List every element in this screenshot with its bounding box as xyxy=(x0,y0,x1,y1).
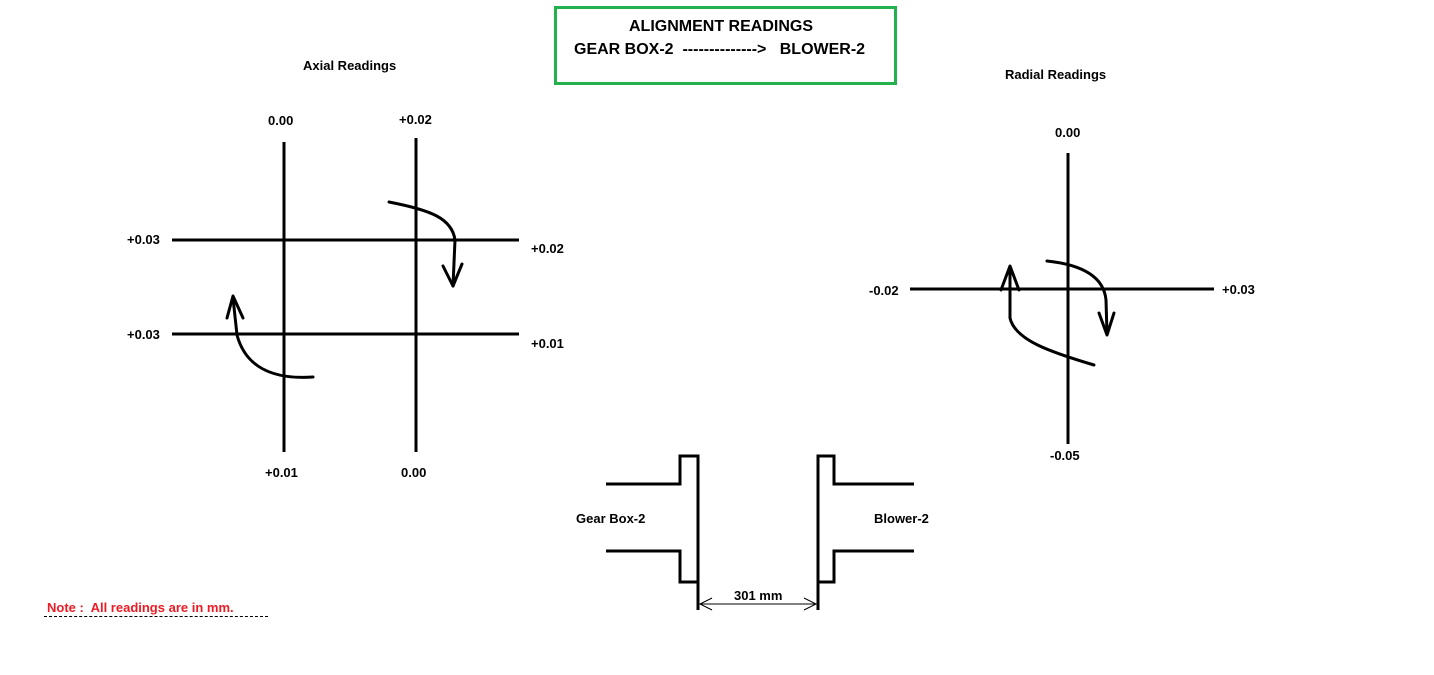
units-note: Note : All readings are in mm. xyxy=(47,600,234,615)
radial-grid xyxy=(910,153,1214,444)
blower-shaft-outline-lower xyxy=(818,549,914,584)
axial-clockwise-arrowhead xyxy=(441,262,464,288)
blower-label: Blower-2 xyxy=(874,511,929,526)
axial-right-top-value: +0.02 xyxy=(531,241,564,256)
axial-top-right-value: +0.02 xyxy=(399,112,432,127)
axial-top-left-value: 0.00 xyxy=(268,113,294,128)
axial-counterclockwise-arrow xyxy=(231,296,315,379)
axial-left-bottom-value: +0.03 xyxy=(127,327,160,342)
axial-heading: Axial Readings xyxy=(303,58,397,73)
radial-left-value: -0.02 xyxy=(869,283,899,298)
axial-clockwise-arrow xyxy=(387,200,457,288)
axial-grid xyxy=(172,138,519,452)
axial-arrows xyxy=(225,200,464,379)
radial-arrows xyxy=(999,259,1116,367)
radial-counterclockwise-arrowhead xyxy=(999,264,1021,292)
radial-top-value: 0.00 xyxy=(1055,125,1081,140)
note-underline xyxy=(44,616,268,617)
axial-counterclockwise-arrowhead xyxy=(225,294,245,320)
radial-heading: Radial Readings xyxy=(1005,67,1107,82)
radial-right-value: +0.03 xyxy=(1222,282,1255,297)
radial-bottom-value: -0.05 xyxy=(1050,448,1080,463)
axial-right-bottom-value: +0.01 xyxy=(531,336,564,351)
title-box: ALIGNMENT READINGS GEAR BOX-2 ----------… xyxy=(554,6,897,85)
radial-counterclockwise-arrow xyxy=(1008,266,1096,367)
axial-bottom-left-value: +0.01 xyxy=(265,465,298,480)
radial-clockwise-arrowhead xyxy=(1097,311,1116,337)
gearbox-label: Gear Box-2 xyxy=(576,511,646,526)
gearbox-shaft-outline-lower xyxy=(606,549,698,584)
radial-clockwise-arrow xyxy=(1045,259,1109,336)
gap-dimension xyxy=(698,597,818,611)
blower-shaft-outline xyxy=(816,454,914,610)
coupling-sketch xyxy=(606,454,914,610)
gearbox-shaft-outline xyxy=(606,454,700,610)
axial-left-top-value: +0.03 xyxy=(127,232,160,247)
gap-dimension-value: 301 mm xyxy=(734,588,783,603)
axial-bottom-right-value: 0.00 xyxy=(401,465,427,480)
title-heading: ALIGNMENT READINGS xyxy=(629,18,813,35)
title-subheading: GEAR BOX-2 --------------> BLOWER-2 xyxy=(574,41,866,58)
